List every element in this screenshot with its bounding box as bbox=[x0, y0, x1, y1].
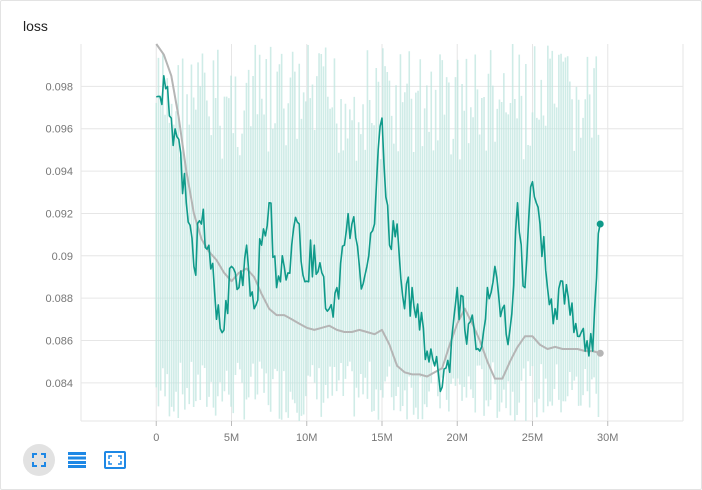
chart-toolbar bbox=[23, 444, 131, 476]
loss-chart[interactable]: 0.0840.0860.0880.090.0920.0940.0960.098 … bbox=[1, 1, 701, 441]
x-tick-label: 20M bbox=[447, 432, 468, 441]
raw-series-line bbox=[156, 75, 601, 393]
fit-domain-icon bbox=[32, 453, 46, 467]
smoothed-last-point bbox=[596, 349, 604, 357]
smoothed-series-line bbox=[155, 43, 601, 380]
x-tick-label: 0 bbox=[153, 432, 159, 441]
y-tick-label: 0.092 bbox=[45, 208, 73, 220]
y-tick-label: 0.098 bbox=[45, 81, 73, 93]
x-tick-label: 5M bbox=[224, 432, 239, 441]
y-tick-label: 0.096 bbox=[45, 124, 73, 136]
data-table-button[interactable] bbox=[61, 444, 93, 476]
x-axis: 0 5M 10M 15M 20M 25M 30M bbox=[153, 421, 618, 441]
y-tick-label: 0.084 bbox=[45, 378, 73, 390]
series-lines bbox=[155, 43, 604, 393]
expand-icon bbox=[104, 451, 126, 469]
card-title: loss bbox=[23, 18, 48, 34]
data-table-icon bbox=[68, 452, 86, 468]
y-axis: 0.084 0.086 0.088 0.09 0.092 0.094 0.096 0.098 bbox=[45, 81, 73, 390]
y-tick-label: 0.094 bbox=[45, 166, 73, 178]
fit-domain-button[interactable] bbox=[23, 444, 55, 476]
x-tick-label: 25M bbox=[522, 432, 543, 441]
raw-last-point bbox=[596, 220, 604, 228]
y-tick-label: 0.086 bbox=[45, 336, 73, 348]
expand-button[interactable] bbox=[99, 444, 131, 476]
y-tick-label: 0.088 bbox=[45, 293, 73, 305]
x-tick-label: 10M bbox=[296, 432, 317, 441]
x-tick-label: 30M bbox=[597, 432, 618, 441]
x-tick-label: 15M bbox=[371, 432, 392, 441]
y-tick-label: 0.09 bbox=[52, 251, 73, 263]
